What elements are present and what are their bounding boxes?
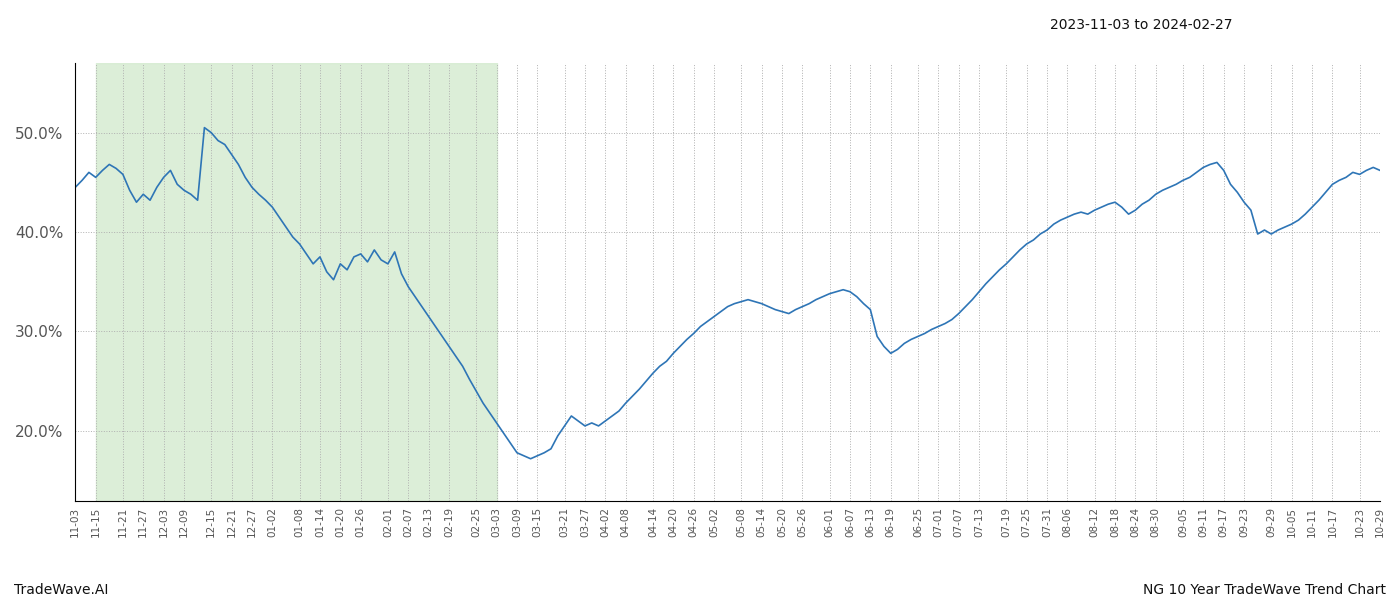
Text: TradeWave.AI: TradeWave.AI bbox=[14, 583, 108, 597]
Text: 2023-11-03 to 2024-02-27: 2023-11-03 to 2024-02-27 bbox=[1050, 18, 1232, 32]
Text: NG 10 Year TradeWave Trend Chart: NG 10 Year TradeWave Trend Chart bbox=[1142, 583, 1386, 597]
Bar bbox=[95, 63, 497, 500]
